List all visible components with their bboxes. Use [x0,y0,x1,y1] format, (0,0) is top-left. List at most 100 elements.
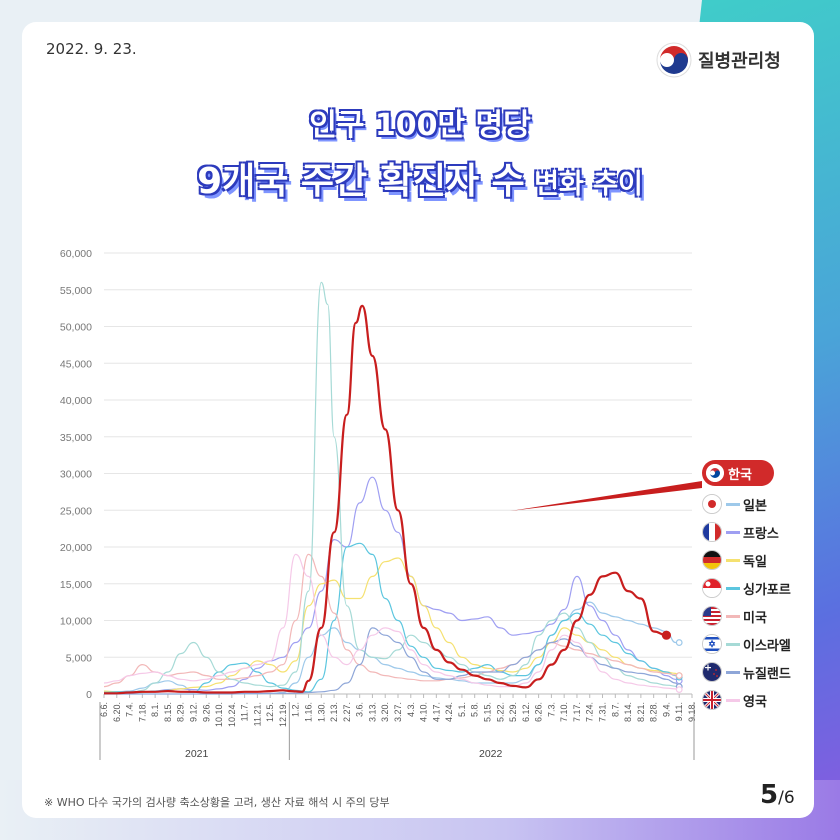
legend-label-usa: 미국 [743,610,767,626]
germany-flag-icon [702,550,722,570]
series-line [103,553,680,688]
series-endpoint [661,630,672,640]
series-line [104,304,667,695]
x-tick-label: 2.27. [342,702,352,722]
series-line [104,601,680,695]
x-tick-label: 5.8. [470,702,480,717]
footnote: ※ WHO 다수 국가의 검사량 축소상황을 고려, 생산 자료 해석 시 주의… [44,796,390,809]
series-line [103,542,680,694]
x-tick-label: 7.24. [585,702,595,722]
x-tick-label: 7.10. [559,702,569,722]
y-tick-label: 50,000 [60,322,92,334]
series-endpoint [675,672,683,680]
title-line-1: 인구 100만 명당 [309,108,531,143]
y-tick-label: 60,000 [60,248,92,260]
x-tick-label: 4.17. [431,702,441,722]
page-current: 5 [760,780,779,810]
x-tick-label: 9.12. [188,702,198,722]
x-tick-label: 6.26. [534,702,544,722]
x-tick-label: 3.20. [380,702,390,722]
legend-label-germany: 독일 [743,554,767,570]
usa-flag-icon [702,606,722,626]
uk-flag-icon [702,690,722,710]
x-tick-label: 12.5. [265,702,275,722]
x-tick-label: 6.6. [99,702,109,717]
legend-item-singapore: 싱가포르 [702,574,802,602]
legend-item-japan: 일본 [702,490,802,518]
x-tick-label: 2.13. [329,702,339,722]
y-tick-label: 25,000 [60,505,92,517]
series-endpoint [675,639,683,646]
korea-flag-icon [706,464,724,482]
x-tick-label: 5.1. [457,702,467,717]
legend-item-germany: 독일 [702,546,802,574]
x-tick-label: 9.18. [687,702,697,722]
x-tick-label: 7.17. [572,702,582,722]
legend-swatch-singapore [726,586,740,590]
legend-swatch-germany [726,558,740,562]
publish-date: 2022. 9. 23. [46,40,137,58]
series-line [103,553,680,691]
y-tick-label: 45,000 [60,358,92,370]
title-main: 9개국 주간 확진자 수 [197,161,525,202]
x-tick-label: 7.18. [137,702,147,722]
legend-label-korea: 한국 [728,467,752,483]
x-tick-label: 8.21. [636,702,646,722]
series-line [103,557,680,694]
series-line [103,627,680,695]
legend-label-singapore: 싱가포르 [743,582,791,598]
chart-legend: 한국 일본 프랑스 독일 싱가포르 미국 이스라엘 뉴질랜드 영국 [702,460,802,714]
x-tick-label: 8.7. [610,702,620,717]
japan-flag-icon [702,494,722,514]
x-tick-label: 8.1. [150,702,160,717]
x-tick-label: 8.14. [623,702,633,722]
x-tick-label: 1.16. [304,702,314,722]
page-total: /6 [778,788,795,808]
x-tick-label: 1.30. [316,702,326,722]
x-tick-label: 6.12. [521,702,531,722]
kdca-logo: 질병관리청 [656,42,781,78]
x-tick-label: 10.24. [227,702,237,727]
legend-item-uk: 영국 [702,686,802,714]
legend-label-japan: 일본 [743,498,767,514]
y-tick-label: 0 [86,689,92,701]
x-tick-label: 7.4. [125,702,135,717]
y-tick-label: 20,000 [60,542,92,554]
x-tick-label: 11.7. [240,702,250,721]
series-endpoint [675,686,683,693]
legend-swatch-israel [726,642,740,646]
x-tick-label: 8.29. [176,702,186,722]
x-tick-label: 10.10. [214,702,224,727]
y-tick-label: 40,000 [60,395,92,407]
x-tick-label: 5.15. [482,702,492,722]
newzealand-flag-icon [702,662,722,682]
x-tick-label: 3.6. [355,702,365,717]
series-line [103,476,680,694]
x-tick-label: 11.21. [252,702,262,726]
x-tick-label: 9.26. [201,702,211,722]
x-tick-label: 4.10. [419,702,429,722]
page-indicator: 5/6 [760,780,795,810]
x-tick-label: 4.3. [406,702,416,717]
year-label: 2021 [185,748,209,760]
title-sub: 변화 추이 [524,169,643,200]
legend-item-usa: 미국 [702,602,802,630]
x-tick-label: 9.4. [661,702,671,717]
taegeuk-icon [656,42,692,78]
x-tick-label: 8.15. [163,702,173,722]
france-flag-icon [702,522,722,542]
x-tick-label: 3.13. [367,702,377,722]
x-tick-label: 12.19. [278,702,288,727]
legend-item-france: 프랑스 [702,518,802,546]
legend-label-israel: 이스라엘 [743,638,791,654]
y-tick-label: 30,000 [60,469,92,481]
y-tick-label: 35,000 [60,432,92,444]
singapore-flag-icon [702,578,722,598]
legend-swatch-france [726,530,740,534]
israel-flag-icon [702,634,722,654]
series-line [104,281,680,694]
legend-swatch-newzealand [726,670,740,674]
legend-item-israel: 이스라엘 [702,630,802,658]
x-tick-label: 4.24. [444,702,454,722]
